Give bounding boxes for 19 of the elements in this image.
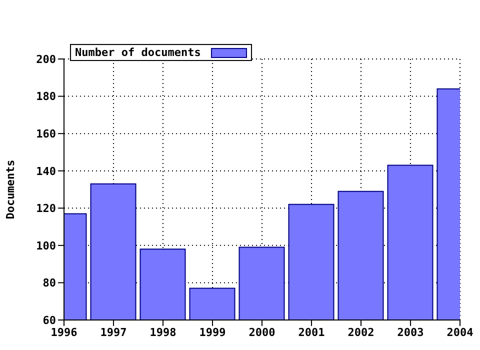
x-tick-label: 2002 <box>348 326 374 339</box>
x-tick-label: 2001 <box>298 326 326 339</box>
y-tick-label: 140 <box>36 164 56 178</box>
x-tick-label: 2004 <box>446 326 474 339</box>
x-tick-label: 2000 <box>248 326 276 339</box>
y-tick-label: 160 <box>36 127 56 140</box>
x-tick-label: 1998 <box>150 326 176 339</box>
legend-label: Number of documents <box>75 46 201 59</box>
x-tick-label: 2003 <box>397 326 424 339</box>
x-tick-label: 1997 <box>100 326 127 339</box>
x-tick-label: 1999 <box>199 326 226 339</box>
y-tick-label: 120 <box>36 202 56 216</box>
y-tick-label: 60 <box>42 314 56 327</box>
y-tick-label: 180 <box>36 90 56 104</box>
x-tick-label: 1996 <box>50 326 78 339</box>
y-tick-label: 100 <box>36 239 56 252</box>
y-tick-label: 200 <box>36 52 56 66</box>
y-tick-label: 80 <box>42 276 56 290</box>
y-axis-title: Documents <box>4 160 17 220</box>
